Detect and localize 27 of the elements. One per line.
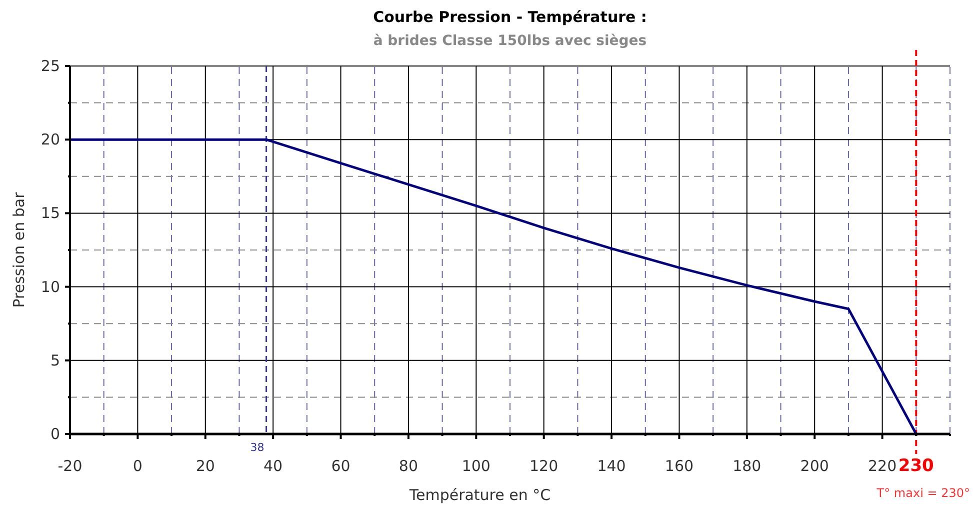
x-tick-label: 80 — [398, 457, 418, 475]
y-axis-title: Pression en bar — [10, 191, 28, 308]
y-tick-label: 15 — [40, 204, 60, 222]
y-tick-label: 20 — [40, 130, 60, 149]
y-tick-label: 25 — [40, 57, 60, 75]
x-tick-label: 140 — [597, 457, 626, 475]
x-tick-label: 100 — [462, 457, 490, 475]
x-tick-label: 220 — [868, 457, 897, 475]
y-tick-label: 0 — [50, 425, 60, 443]
x-tick-label: 180 — [732, 457, 762, 475]
x-tick-label: 200 — [800, 457, 829, 475]
text: T° maxi = 230° — [876, 486, 970, 500]
x-tick-label: 20 — [196, 457, 215, 475]
x-tick-label: 0 — [132, 457, 142, 475]
x-tick-label: 120 — [530, 457, 558, 475]
ref-line-label: 38 — [250, 441, 264, 454]
x-tick-label: 160 — [664, 457, 694, 475]
y-tick-label: 10 — [40, 278, 60, 296]
chart-title: Courbe Pression - Température : — [373, 8, 647, 26]
y-tick-label: 5 — [50, 351, 60, 370]
x-tick-label: 40 — [264, 457, 283, 475]
x-tick-label: 60 — [331, 457, 350, 475]
x-axis-title: Température en °C — [408, 486, 551, 504]
ref-line-label: 230 — [898, 456, 934, 476]
x-tick-label: -20 — [58, 457, 82, 475]
chart-subtitle: à brides Classe 150lbs avec sièges — [373, 33, 647, 49]
line-series — [68, 138, 918, 436]
